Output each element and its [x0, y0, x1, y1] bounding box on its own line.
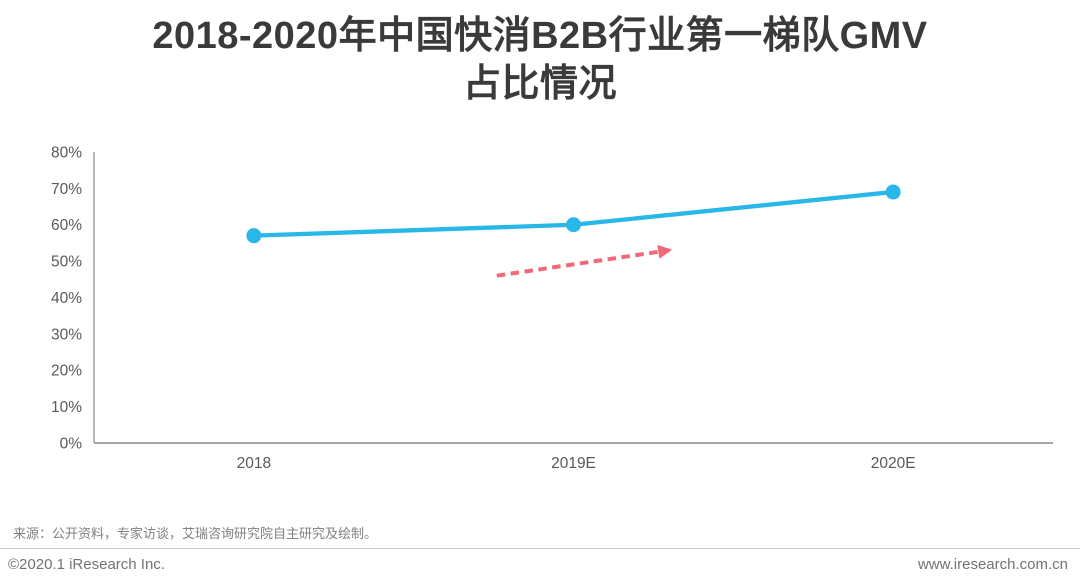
source-note: 来源：公开资料，专家访谈，艾瑞咨询研究院自主研究及绘制。 [13, 526, 378, 541]
footer-website-link[interactable]: www.iresearch.com.cn [917, 556, 1068, 573]
y-axis-tick-label: 60% [51, 217, 82, 234]
data-point [885, 184, 901, 200]
chart-title-line2: 占比情况 [462, 63, 617, 105]
footer-copyright: ©2020.1 iResearch Inc. [8, 556, 165, 573]
y-axis-tick-label: 10% [51, 399, 82, 416]
x-axis-tick-label: 2019E [551, 455, 596, 472]
data-point [246, 228, 262, 244]
footer-divider [0, 548, 1080, 549]
y-axis-tick-label: 40% [51, 290, 82, 307]
chart-title-line1: 2018-2020年中国快消B2B行业第一梯队GMV [152, 15, 928, 57]
trend-arrow [496, 244, 673, 278]
y-axis-tick-labels: 0% 10% 20% 30% 40% 50% 60% 70% 80% [51, 144, 82, 452]
x-axis-tick-labels: 2018 2019E 2020E [237, 455, 916, 472]
x-axis-tick-label: 2020E [871, 455, 916, 472]
x-axis-tick-label: 2018 [237, 455, 271, 472]
y-axis-tick-label: 0% [60, 435, 83, 452]
y-axis-tick-label: 70% [51, 181, 82, 198]
data-point [566, 217, 581, 233]
chart-title: 2018-2020年中国快消B2B行业第一梯队GMV 占比情况 [0, 12, 1080, 108]
y-axis-tick-label: 30% [51, 326, 82, 343]
y-axis-tick-label: 20% [51, 363, 82, 380]
line-chart: 0% 10% 20% 30% 40% 50% 60% 70% 80% 2018 2019E 2020E [51, 144, 1053, 472]
y-axis-tick-label: 50% [51, 254, 82, 271]
y-axis-tick-label: 80% [51, 144, 82, 161]
